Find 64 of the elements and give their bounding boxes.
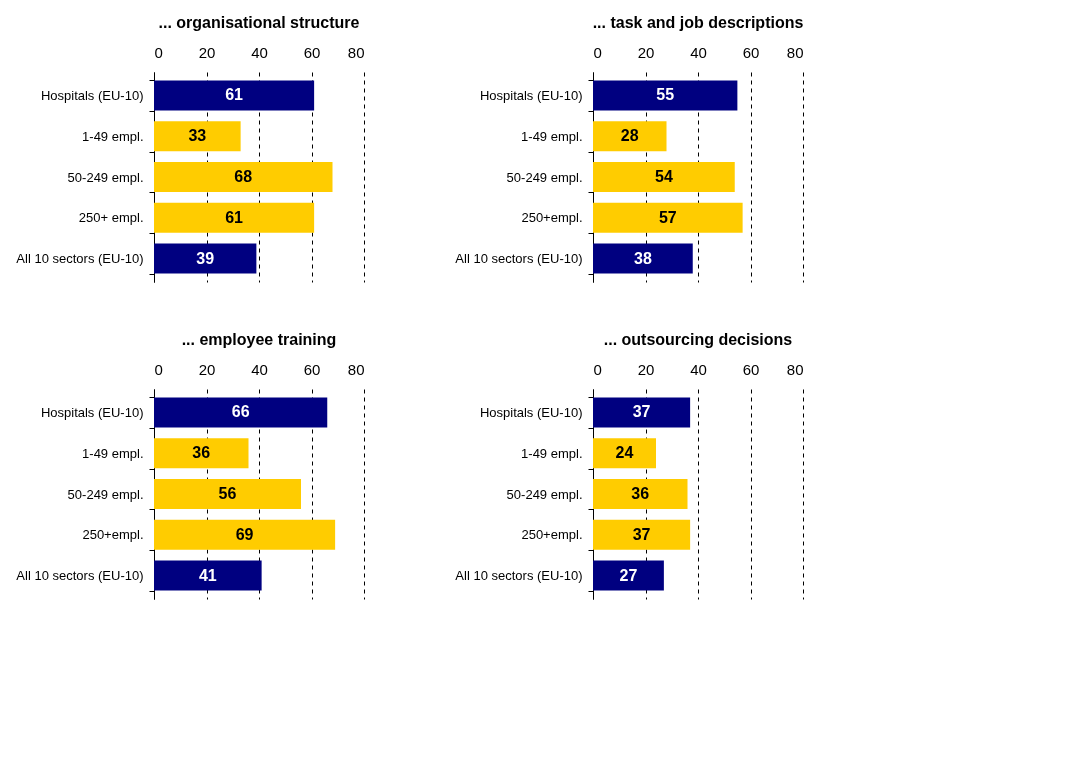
y-tick-label: 50-249 empl. xyxy=(506,486,583,502)
y-tick-label: Hospitals (EU-10) xyxy=(40,87,144,103)
x-tick-label: 80 xyxy=(786,360,804,378)
data-label: 41 xyxy=(198,566,217,584)
x-tick-label: 60 xyxy=(742,43,760,61)
x-tick-label: 40 xyxy=(251,360,268,378)
y-tick-label: All 10 sectors (EU-10) xyxy=(455,251,583,267)
x-tick-label: 20 xyxy=(637,43,655,61)
data-label: 61 xyxy=(225,86,244,104)
data-label: 54 xyxy=(654,168,673,185)
y-tick-label: Hospitals (EU-10) xyxy=(40,404,144,420)
y-tick-label: 50-249 empl. xyxy=(506,169,583,185)
data-label: 57 xyxy=(658,208,677,226)
y-tick-label: 250+empl. xyxy=(521,210,583,226)
data-label: 55 xyxy=(656,86,675,104)
chart-title: ... task and job descriptions xyxy=(592,14,804,31)
y-tick-label: 1-49 empl. xyxy=(82,445,144,461)
y-tick-label: All 10 sectors (EU-10) xyxy=(455,568,583,584)
data-label: 61 xyxy=(225,208,244,226)
data-label: 28 xyxy=(620,127,639,145)
x-tick-label: 80 xyxy=(347,43,365,61)
data-label: 39 xyxy=(196,249,215,267)
y-tick-label: 250+empl. xyxy=(82,527,144,543)
data-label: 24 xyxy=(615,444,634,462)
x-tick-label: 20 xyxy=(637,360,655,378)
x-tick-label: 0 xyxy=(593,360,602,378)
chart-title: ... outsourcing decisions xyxy=(603,331,793,348)
data-label: 33 xyxy=(188,127,207,145)
y-tick-label: 1-49 empl. xyxy=(521,445,583,461)
x-tick-label: 60 xyxy=(303,43,321,61)
x-tick-label: 20 xyxy=(198,360,216,378)
x-tick-label: 60 xyxy=(303,360,321,378)
x-tick-label: 40 xyxy=(690,43,707,61)
y-tick-label: All 10 sectors (EU-10) xyxy=(16,568,144,584)
x-tick-label: 60 xyxy=(742,360,760,378)
y-tick-label: All 10 sectors (EU-10) xyxy=(16,251,144,267)
data-label: 69 xyxy=(235,525,254,543)
y-tick-label: 1-49 empl. xyxy=(82,128,144,144)
x-tick-label: 40 xyxy=(690,360,707,378)
y-tick-label: Hospitals (EU-10) xyxy=(479,404,583,420)
data-label: 36 xyxy=(631,485,650,502)
chart-title: ... organisational structure xyxy=(158,14,360,31)
y-tick-label: 1-49 empl. xyxy=(521,128,583,144)
chart-title: ... employee training xyxy=(181,331,337,348)
data-label: 66 xyxy=(231,403,250,421)
y-tick-label: Hospitals (EU-10) xyxy=(479,87,583,103)
data-label: 27 xyxy=(619,566,638,584)
data-label: 68 xyxy=(234,168,253,185)
x-tick-label: 40 xyxy=(251,43,268,61)
data-label: 37 xyxy=(632,403,651,421)
data-label: 37 xyxy=(632,525,651,543)
x-tick-label: 0 xyxy=(593,43,602,61)
x-tick-label: 0 xyxy=(154,360,163,378)
data-label: 56 xyxy=(218,485,237,502)
y-tick-label: 50-249 empl. xyxy=(67,169,144,185)
y-tick-label: 50-249 empl. xyxy=(67,486,144,502)
x-tick-label: 20 xyxy=(198,43,216,61)
data-label: 36 xyxy=(192,444,211,462)
y-tick-label: 250+empl. xyxy=(521,527,583,543)
x-tick-label: 80 xyxy=(786,43,804,61)
data-label: 38 xyxy=(633,249,652,267)
x-tick-label: 0 xyxy=(154,43,163,61)
y-tick-label: 250+ empl. xyxy=(78,210,144,226)
x-tick-label: 80 xyxy=(347,360,365,378)
